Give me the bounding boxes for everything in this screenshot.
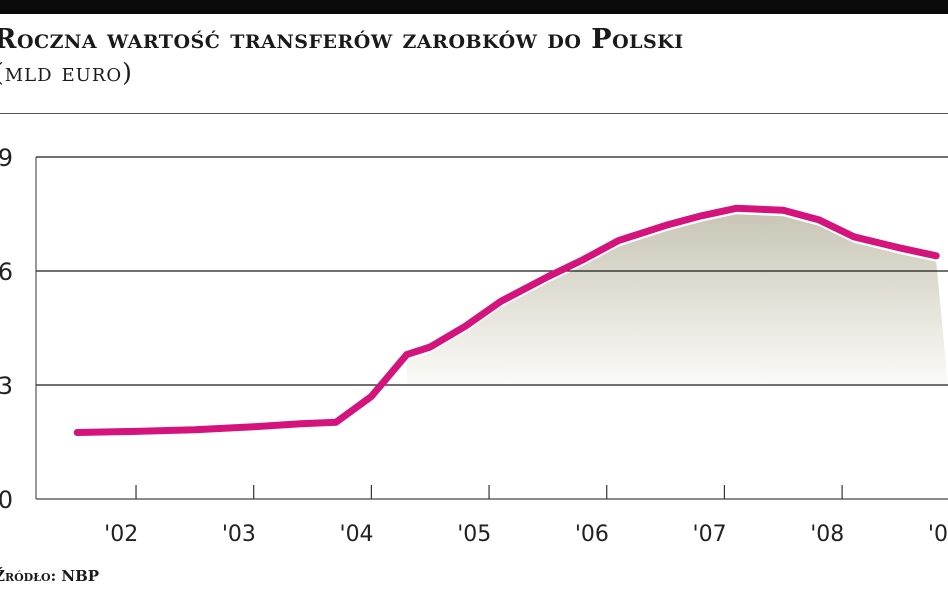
x-tick-label: '08 bbox=[810, 522, 844, 547]
x-tick-label: '02 bbox=[104, 522, 138, 547]
chart-subtitle: (mld euro) bbox=[0, 58, 133, 87]
x-tick-label: '06 bbox=[575, 522, 609, 547]
top-bar bbox=[0, 0, 948, 14]
area-fill bbox=[406, 214, 948, 385]
y-tick-label: 0 bbox=[0, 486, 13, 514]
x-tick-label: '09 bbox=[928, 522, 948, 547]
chart-title: Roczna wartość transferów zarobków do Po… bbox=[0, 24, 684, 55]
x-tick-label: '03 bbox=[222, 522, 256, 547]
y-tick-label: 6 bbox=[0, 258, 13, 286]
source-note: Źródło: NBP bbox=[0, 567, 100, 585]
y-tick-label: 9 bbox=[0, 144, 13, 172]
x-tick-label: '07 bbox=[693, 522, 727, 547]
x-tick-label: '04 bbox=[340, 522, 374, 547]
y-tick-label: 3 bbox=[0, 372, 13, 400]
x-tick-label: '05 bbox=[457, 522, 491, 547]
series-line bbox=[73, 204, 940, 436]
title-divider bbox=[0, 113, 948, 114]
